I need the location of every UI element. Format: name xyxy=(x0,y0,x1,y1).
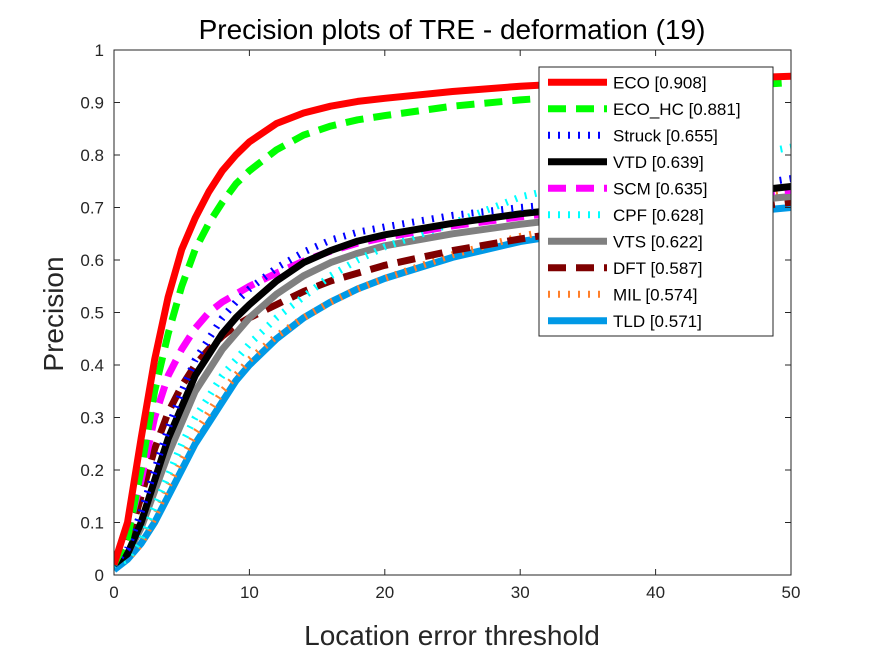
legend-label-eco-hc: ECO_HC [0.881] xyxy=(613,100,741,119)
legend-label-dft: DFT [0.587] xyxy=(613,259,702,278)
series-line-mil xyxy=(114,188,791,568)
y-tick-label: 1 xyxy=(95,41,104,60)
y-tick-label: 0.7 xyxy=(80,199,104,218)
y-tick-label: 0.9 xyxy=(80,94,104,113)
y-tick-label: 0.2 xyxy=(80,461,104,480)
y-tick-label: 0.8 xyxy=(80,146,104,165)
y-tick-label: 0.6 xyxy=(80,251,104,270)
y-axis-title: Precision xyxy=(38,256,69,371)
legend-label-vtd: VTD [0.639] xyxy=(613,153,704,172)
legend-label-scm: SCM [0.635] xyxy=(613,179,708,198)
series-line-dft xyxy=(114,198,791,567)
y-tick-label: 0.5 xyxy=(80,304,104,323)
series-line-scm xyxy=(114,186,791,566)
axes-layer: 0 10 20 30 40 50 0 0.1 0.2 0.3 0.4 0.5 0.6 0.7 0.8 0.9 1 xyxy=(80,41,800,602)
legend: ECO [0.908] ECO_HC [0.881] Struck [0.655] V… xyxy=(538,66,774,337)
chart-title: Precision plots of TRE - deformation (19… xyxy=(199,14,706,45)
x-axis-title: Location error threshold xyxy=(304,620,600,651)
x-tick-label: 20 xyxy=(375,583,394,602)
x-tick-label: 40 xyxy=(646,583,665,602)
legend-label-mil: MIL [0.574] xyxy=(613,285,697,304)
legend-label-vts: VTS [0.622] xyxy=(613,232,703,251)
x-tick-label: 30 xyxy=(511,583,530,602)
x-tick-label: 0 xyxy=(109,583,118,602)
x-tick-label: 50 xyxy=(782,583,801,602)
y-tick-label: 0.4 xyxy=(80,356,104,375)
legend-label-cpf: CPF [0.628] xyxy=(613,206,704,225)
legend-label-struck: Struck [0.655] xyxy=(613,126,718,145)
legend-label-tld: TLD [0.571] xyxy=(613,312,702,331)
x-tick-label: 10 xyxy=(240,583,259,602)
y-tick-label: 0.3 xyxy=(80,409,104,428)
y-tick-label: 0 xyxy=(95,566,104,585)
y-tick-label: 0.1 xyxy=(80,514,104,533)
legend-label-eco: ECO [0.908] xyxy=(613,73,707,92)
